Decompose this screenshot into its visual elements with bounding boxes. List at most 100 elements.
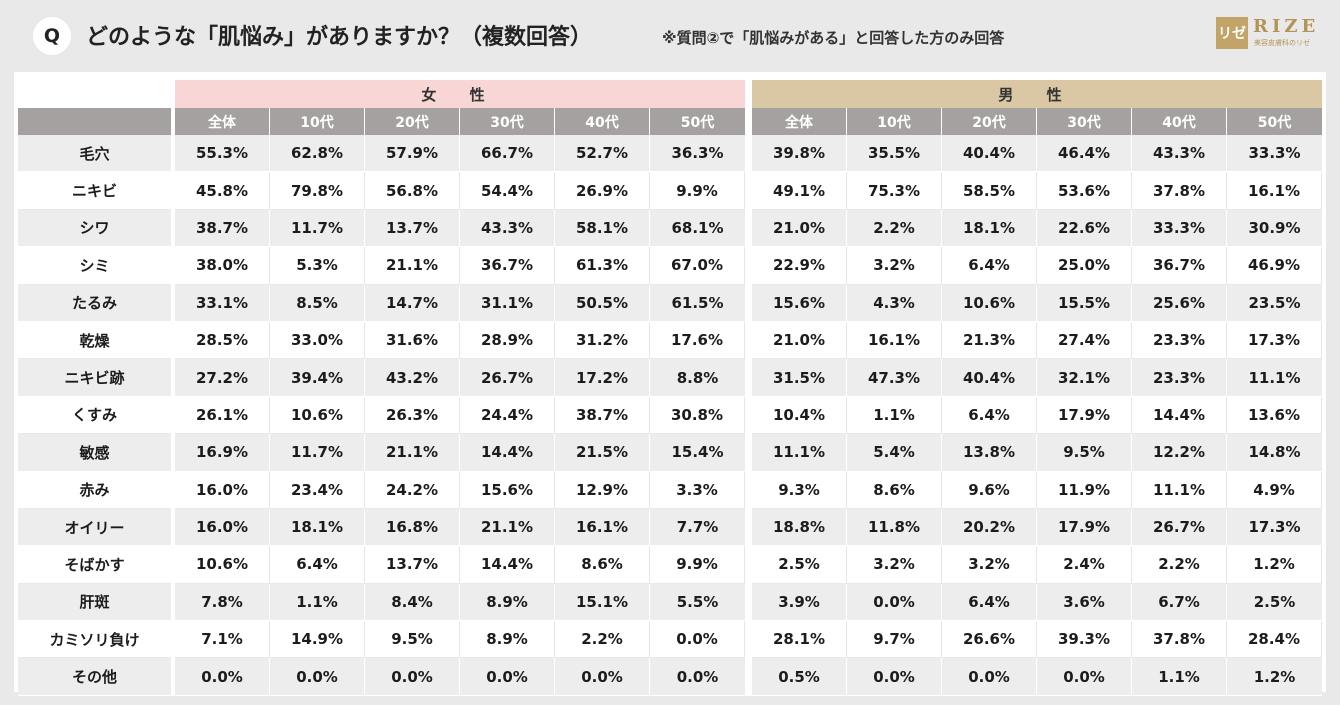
- value-cell-male: 49.1%: [752, 172, 847, 210]
- value-cell-female: 13.7%: [365, 546, 460, 584]
- value-cell-male: 32.1%: [1037, 359, 1132, 397]
- logo-mark: リゼ: [1216, 17, 1248, 49]
- value-cell-male: 9.7%: [847, 621, 942, 659]
- value-cell-male: 43.3%: [1132, 135, 1227, 173]
- value-cell-female: 28.5%: [175, 321, 270, 360]
- corner-blank: [18, 80, 171, 108]
- value-cell-male: 37.8%: [1132, 621, 1227, 659]
- value-cell-female: 52.7%: [555, 135, 650, 173]
- value-cell-male: 16.1%: [1227, 172, 1322, 210]
- value-cell-male: 17.9%: [1037, 396, 1132, 435]
- label-column-header: [18, 108, 171, 135]
- value-cell-male: 58.5%: [942, 172, 1037, 210]
- value-cell-female: 54.4%: [460, 172, 555, 210]
- value-cell-female: 21.1%: [460, 508, 555, 547]
- value-cell-male: 30.9%: [1227, 209, 1322, 248]
- value-cell-female: 8.9%: [460, 621, 555, 659]
- value-cell-male: 27.4%: [1037, 321, 1132, 360]
- value-cell-female: 45.8%: [175, 172, 270, 210]
- value-cell-female: 17.2%: [555, 359, 650, 397]
- value-cell-female: 31.6%: [365, 321, 460, 360]
- value-cell-female: 0.0%: [650, 621, 745, 659]
- header: Q どのような「肌悩み」がありますか？（複数回答） ※質問②で「肌悩みがある」と…: [0, 0, 1340, 70]
- value-cell-female: 5.3%: [270, 247, 365, 285]
- table-row: その他 0.0% 0.0% 0.0% 0.0% 0.0% 0.0% 0.5% 0.0% 0.0% 0…: [18, 658, 1322, 696]
- value-cell-male: 0.0%: [847, 658, 942, 696]
- value-cell-male: 0.0%: [847, 583, 942, 622]
- value-cell-female: 38.7%: [175, 209, 270, 248]
- value-cell-female: 62.8%: [270, 135, 365, 173]
- value-cell-male: 22.6%: [1037, 209, 1132, 248]
- value-cell-female: 0.0%: [175, 658, 270, 696]
- value-cell-female: 7.8%: [175, 583, 270, 622]
- value-cell-female: 16.0%: [175, 508, 270, 547]
- value-cell-female: 24.2%: [365, 471, 460, 509]
- value-cell-female: 2.2%: [555, 621, 650, 659]
- value-cell-male: 21.0%: [752, 209, 847, 248]
- value-cell-female: 16.0%: [175, 471, 270, 509]
- row-label: その他: [18, 658, 171, 696]
- value-cell-male: 33.3%: [1132, 209, 1227, 248]
- table-row: 乾燥 28.5% 33.0% 31.6% 28.9% 31.2% 17.6% 21.0% 16.…: [18, 321, 1322, 360]
- value-cell-male: 0.0%: [1037, 658, 1132, 696]
- value-cell-female: 15.6%: [460, 471, 555, 509]
- value-cell-female: 31.2%: [555, 321, 650, 360]
- value-cell-male: 3.2%: [942, 546, 1037, 584]
- value-cell-female: 55.3%: [175, 135, 270, 173]
- value-cell-female: 36.3%: [650, 135, 745, 173]
- value-cell-female: 1.1%: [270, 583, 365, 622]
- row-label: シミ: [18, 247, 171, 285]
- value-cell-female: 0.0%: [460, 658, 555, 696]
- column-header-female-4: 40代: [555, 108, 650, 135]
- value-cell-male: 0.5%: [752, 658, 847, 696]
- value-cell-male: 39.8%: [752, 135, 847, 173]
- value-cell-male: 14.4%: [1132, 396, 1227, 435]
- value-cell-male: 4.3%: [847, 284, 942, 322]
- value-cell-male: 2.4%: [1037, 546, 1132, 584]
- value-cell-male: 2.5%: [752, 546, 847, 584]
- value-cell-male: 15.5%: [1037, 284, 1132, 322]
- results-table: 女 性 男 性 全体 10代 20代 30代 40代 50代 全体 10代 20代 30代 40代 5…: [18, 80, 1322, 696]
- brand-logo: リゼ RIZE 美容皮膚科のリゼ: [1216, 16, 1326, 50]
- value-cell-male: 3.2%: [847, 247, 942, 285]
- value-cell-male: 23.5%: [1227, 284, 1322, 322]
- value-cell-female: 27.2%: [175, 359, 270, 397]
- value-cell-male: 18.8%: [752, 508, 847, 547]
- row-label: 赤み: [18, 471, 171, 509]
- table-card: 女 性 男 性 全体 10代 20代 30代 40代 50代 全体 10代 20代 30代 40代 5…: [14, 72, 1326, 696]
- value-cell-female: 10.6%: [175, 546, 270, 584]
- table-row: ニキビ跡 27.2% 39.4% 43.2% 26.7% 17.2% 8.8% 31.5% 47…: [18, 359, 1322, 397]
- value-cell-female: 8.6%: [555, 546, 650, 584]
- value-cell-female: 14.4%: [460, 434, 555, 472]
- row-label: ニキビ跡: [18, 359, 171, 397]
- question-note: ※質問②で「肌悩みがある」と回答した方のみ回答: [662, 29, 1005, 47]
- value-cell-male: 4.9%: [1227, 471, 1322, 509]
- value-cell-female: 38.7%: [555, 396, 650, 435]
- table-row: 赤み 16.0% 23.4% 24.2% 15.6% 12.9% 3.3% 9.3% 8.6% 9…: [18, 471, 1322, 509]
- value-cell-male: 13.8%: [942, 434, 1037, 472]
- value-cell-female: 31.1%: [460, 284, 555, 322]
- logo-text: RIZE: [1253, 16, 1320, 37]
- value-cell-male: 8.6%: [847, 471, 942, 509]
- value-cell-male: 6.4%: [942, 583, 1037, 622]
- value-cell-female: 66.7%: [460, 135, 555, 173]
- row-label: 肝斑: [18, 583, 171, 622]
- value-cell-male: 1.2%: [1227, 546, 1322, 584]
- value-cell-female: 56.8%: [365, 172, 460, 210]
- value-cell-male: 33.3%: [1227, 135, 1322, 173]
- value-cell-male: 11.9%: [1037, 471, 1132, 509]
- value-cell-female: 16.8%: [365, 508, 460, 547]
- column-header-female-1: 10代: [270, 108, 365, 135]
- value-cell-female: 33.0%: [270, 321, 365, 360]
- value-cell-female: 30.8%: [650, 396, 745, 435]
- value-cell-male: 28.1%: [752, 621, 847, 659]
- table-row: たるみ 33.1% 8.5% 14.7% 31.1% 50.5% 61.5% 15.6% 4.3…: [18, 284, 1322, 322]
- value-cell-female: 61.5%: [650, 284, 745, 322]
- value-cell-male: 0.0%: [942, 658, 1037, 696]
- value-cell-female: 50.5%: [555, 284, 650, 322]
- value-cell-female: 0.0%: [365, 658, 460, 696]
- value-cell-female: 24.4%: [460, 396, 555, 435]
- value-cell-male: 20.2%: [942, 508, 1037, 547]
- value-cell-male: 23.3%: [1132, 359, 1227, 397]
- value-cell-female: 79.8%: [270, 172, 365, 210]
